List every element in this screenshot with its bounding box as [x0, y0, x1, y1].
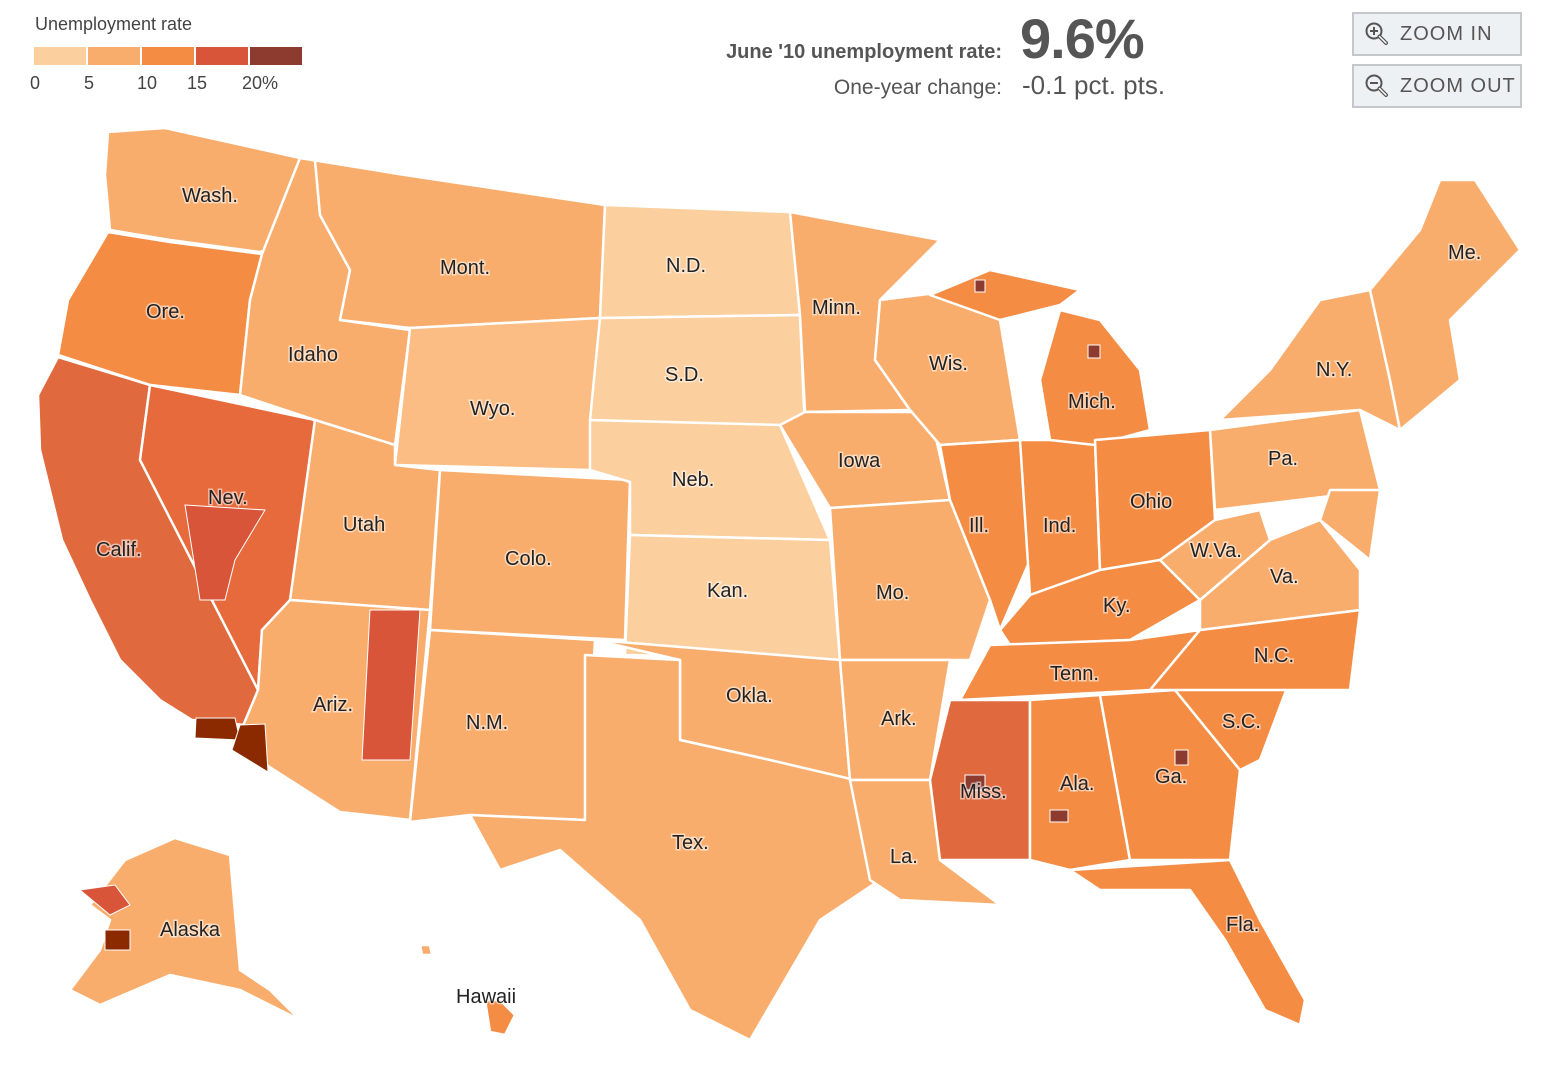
- label-ms: Miss.: [960, 781, 1007, 803]
- label-mt: Mont.: [440, 257, 490, 279]
- label-mo: Mo.: [876, 582, 909, 604]
- zoom-in-label: ZOOM IN: [1400, 22, 1493, 45]
- label-ar: Ark.: [881, 708, 917, 730]
- county-ak-west[interactable]: [104, 929, 131, 951]
- label-nm: N.M.: [466, 712, 508, 734]
- state-mt[interactable]: [298, 156, 607, 330]
- legend-tick: 5: [84, 73, 95, 93]
- label-nc: N.C.: [1254, 645, 1294, 667]
- label-ga: Ga.: [1155, 766, 1187, 788]
- label-tx: Tex.: [672, 832, 709, 854]
- label-ia: Iowa: [838, 450, 881, 472]
- county-ga-central[interactable]: [1174, 749, 1189, 766]
- legend-tick: 10: [137, 73, 158, 93]
- state-hi[interactable]: [483, 998, 517, 1037]
- headline-stats: June '10 unemployment rate: 9.6% One-yea…: [690, 10, 1200, 101]
- label-nd: N.D.: [666, 255, 706, 277]
- label-me: Me.: [1448, 242, 1481, 264]
- label-ca: Calif.: [96, 539, 142, 561]
- label-id: Idaho: [288, 344, 338, 366]
- label-mi: Mich.: [1068, 391, 1116, 413]
- label-ky: Ky.: [1103, 595, 1130, 617]
- legend-color-bar: [34, 47, 304, 65]
- county-wi-north[interactable]: [974, 279, 986, 293]
- legend-tick: 20%: [242, 73, 279, 93]
- state-mo[interactable]: [828, 498, 992, 662]
- label-la: La.: [890, 846, 918, 868]
- county-nm-strip[interactable]: [361, 609, 421, 761]
- state-al[interactable]: [1028, 693, 1132, 872]
- state-wy[interactable]: [393, 316, 602, 472]
- label-pa: Pa.: [1268, 448, 1298, 470]
- national-rate-label: June '10 unemployment rate:: [726, 41, 1002, 63]
- legend-ticks: 0 5 10 15 20%: [30, 73, 304, 97]
- zoom-out-button[interactable]: ZOOM OUT: [1352, 64, 1522, 108]
- label-ny: N.Y.: [1316, 359, 1352, 381]
- county-al-black-belt[interactable]: [1049, 809, 1069, 823]
- state-new-england[interactable]: [1368, 178, 1522, 432]
- label-wa: Wash.: [182, 185, 238, 207]
- county-yuma-az[interactable]: [231, 723, 269, 773]
- label-wy: Wyo.: [470, 398, 515, 420]
- label-ut: Utah: [343, 514, 385, 536]
- legend-swatch-0-5: [34, 47, 86, 65]
- label-fl: Fla.: [1226, 914, 1259, 936]
- legend-swatch-5-10: [88, 47, 140, 65]
- legend-tick: 15: [187, 73, 208, 93]
- label-tn: Tenn.: [1050, 663, 1099, 685]
- label-il: Ill.: [969, 515, 989, 537]
- zoom-in-button[interactable]: ZOOM IN: [1352, 12, 1522, 56]
- state-mi[interactable]: [1038, 308, 1152, 447]
- label-sc: S.C.: [1222, 711, 1261, 733]
- zoom-out-icon: [1365, 74, 1388, 97]
- one-year-change-label: One-year change:: [833, 76, 1002, 99]
- one-year-change-value: -0.1 pct. pts.: [1022, 70, 1166, 100]
- label-ne: Neb.: [672, 469, 714, 491]
- label-nv: Nev.: [208, 487, 248, 509]
- state-tx[interactable]: [468, 653, 882, 1042]
- state-labels: Wash. Ore. Calif. Idaho Nev. Mont. Wyo. …: [95, 184, 1483, 1010]
- label-hi: Hawaii: [456, 986, 516, 1008]
- label-az: Ariz.: [313, 694, 353, 716]
- national-rate-value: 9.6%: [1020, 7, 1145, 70]
- state-mi-up[interactable]: [928, 268, 1082, 322]
- state-nj-md-de[interactable]: [1318, 488, 1382, 562]
- county-mi-north[interactable]: [1087, 344, 1101, 359]
- county-imperial-ca[interactable]: [194, 717, 241, 741]
- label-va: Va.: [1270, 566, 1299, 588]
- county-nv-central[interactable]: [184, 504, 266, 601]
- state-wa[interactable]: [103, 126, 302, 254]
- zoom-out-label: ZOOM OUT: [1400, 74, 1516, 97]
- label-in: Ind.: [1043, 515, 1076, 537]
- label-co: Colo.: [505, 548, 552, 570]
- label-or: Ore.: [146, 301, 185, 323]
- legend-swatch-20-plus: [250, 47, 302, 65]
- zoom-in-icon: [1365, 22, 1388, 45]
- state-hi-islands[interactable]: [418, 943, 434, 957]
- state-wv[interactable]: [1158, 508, 1272, 602]
- label-ak: Alaska: [160, 919, 221, 941]
- label-ks: Kan.: [707, 580, 748, 602]
- label-oh: Ohio: [1130, 491, 1172, 513]
- state-ak[interactable]: [68, 836, 302, 1022]
- label-mn: Minn.: [812, 297, 861, 319]
- label-sd: S.D.: [665, 364, 704, 386]
- legend-title: Unemployment rate: [35, 14, 193, 34]
- legend-swatch-15-20: [196, 47, 248, 65]
- legend-swatch-10-15: [142, 47, 194, 65]
- state-fl[interactable]: [1068, 858, 1307, 1027]
- label-wv: W.Va.: [1190, 540, 1242, 562]
- label-ok: Okla.: [726, 685, 773, 707]
- legend: Unemployment rate 0 5 10 15 20%: [30, 14, 304, 97]
- legend-tick: 0: [30, 73, 41, 93]
- state-ny[interactable]: [1218, 288, 1402, 432]
- county-ak-nw[interactable]: [78, 884, 131, 916]
- label-al: Ala.: [1060, 773, 1094, 795]
- county-ms-delta[interactable]: [964, 774, 986, 791]
- label-wi: Wis.: [929, 353, 968, 375]
